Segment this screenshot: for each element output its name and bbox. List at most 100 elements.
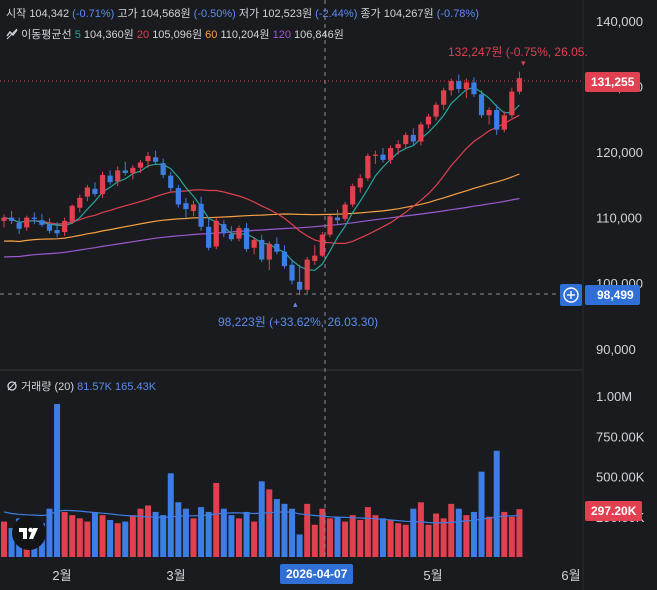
- volume-bar: [349, 515, 356, 557]
- candle-body: [39, 220, 45, 225]
- candle-body: [372, 154, 379, 156]
- volume-bar: [417, 502, 424, 557]
- candle-body: [62, 220, 68, 233]
- volume-bar: [493, 450, 500, 557]
- candle-body: [153, 157, 159, 162]
- candle-body: [236, 228, 242, 239]
- candle-body: [319, 234, 325, 256]
- volume-bar: [455, 508, 462, 557]
- candle-body: [31, 217, 37, 219]
- candle-body: [221, 224, 227, 234]
- candle-body: [243, 228, 250, 250]
- volume-bar: [364, 507, 371, 557]
- candle-body: [387, 148, 394, 160]
- ma-item-20: 20 105,096원: [136, 29, 203, 41]
- candle-body: [266, 243, 272, 260]
- volume-bar: [410, 508, 417, 557]
- period-low-annotation: 98,223원 (+33.62%, 26.03.30): [218, 315, 379, 329]
- volume-bar: [342, 521, 349, 557]
- volume-bar: [84, 521, 91, 557]
- volume-bar: [137, 508, 144, 557]
- volume-bar: [304, 503, 311, 557]
- time-tick-label: 3월: [166, 568, 185, 583]
- candle-body: [486, 110, 492, 116]
- volume-bar: [372, 515, 379, 557]
- volume-bar: [220, 508, 227, 557]
- candle-body: [8, 217, 15, 221]
- ma-item-60: 60 110,204원: [205, 29, 270, 41]
- price-tick-label: 120,000: [596, 145, 643, 160]
- volume-bar: [1, 521, 7, 557]
- candle-body: [145, 155, 151, 162]
- volume-bar: [205, 511, 212, 557]
- volume-bar: [46, 508, 53, 557]
- volume-bar: [440, 518, 447, 557]
- candle-body: [46, 224, 53, 231]
- candle-body: [478, 94, 485, 116]
- ma-item-120: 120 106,846원: [272, 29, 344, 41]
- volume-tick-label: 750.00K: [596, 429, 645, 444]
- volume-bar: [433, 513, 440, 557]
- volume-bar: [380, 518, 386, 557]
- candle-body: [463, 82, 469, 90]
- candle-body: [312, 255, 318, 261]
- volume-bars: [1, 404, 523, 557]
- candlestick-series: [1, 71, 523, 295]
- volume-bar: [296, 534, 303, 557]
- tradingview-logo-icon[interactable]: [12, 516, 46, 550]
- candle-body: [274, 243, 280, 252]
- candle-body: [516, 78, 523, 92]
- ma-item-5: 5 104,360원: [74, 29, 134, 41]
- indicator-settings-icon[interactable]: [6, 380, 18, 392]
- volume-bar: [145, 505, 152, 557]
- candle-body: [395, 144, 401, 149]
- candle-body: [69, 205, 75, 222]
- price-tick-label: 90,000: [596, 342, 636, 357]
- candle-body: [334, 217, 341, 221]
- candle-body: [289, 264, 295, 281]
- volume-bar: [486, 516, 493, 557]
- volume-bar: [175, 502, 182, 557]
- candle-body: [410, 134, 416, 142]
- volume-bar: [8, 528, 15, 557]
- volume-bar: [311, 524, 318, 557]
- candle-body: [99, 174, 106, 194]
- candle-body: [456, 81, 462, 90]
- volume-bar: [182, 508, 189, 557]
- volume-bar: [402, 524, 409, 557]
- indicator-toggle-icon[interactable]: [6, 28, 18, 40]
- high-marker: ▾: [521, 58, 526, 68]
- candle-body: [425, 116, 432, 125]
- candle-body: [281, 251, 288, 267]
- axis-labels: 90,000100,000110,000120,000130,000140,00…: [52, 14, 644, 583]
- volume-bar: [129, 515, 136, 557]
- volume-bar: [289, 508, 296, 557]
- ma-legend: 이동평균선 5 104,360원 20 105,096원 60 110,204원…: [6, 26, 344, 42]
- candle-body: [251, 239, 257, 248]
- candle-body: [206, 226, 212, 248]
- candle-body: [380, 154, 386, 160]
- add-alert-icon[interactable]: [560, 284, 582, 306]
- volume-bar: [198, 507, 205, 557]
- candle-body: [84, 187, 90, 197]
- price-tick-label: 110,000: [596, 211, 642, 226]
- volume-bar: [319, 508, 326, 557]
- candle-body: [137, 162, 144, 168]
- candle-body: [471, 82, 477, 95]
- candle-body: [501, 115, 507, 130]
- candle-body: [304, 259, 310, 290]
- candle-body: [357, 178, 363, 188]
- ma-60-line: [3, 173, 520, 243]
- volume-bar: [516, 509, 523, 557]
- volume-bar: [190, 518, 197, 557]
- volume-bar: [508, 516, 515, 557]
- candle-body: [183, 203, 189, 210]
- candle-body: [168, 175, 174, 189]
- crosshair-date-tag: 2026-04-07: [280, 564, 354, 584]
- time-tick-label: 6월: [561, 568, 580, 583]
- candle-body: [130, 167, 136, 173]
- price-tick-label: 140,000: [596, 14, 643, 29]
- volume-bar: [235, 518, 242, 557]
- volume-bar: [69, 515, 76, 557]
